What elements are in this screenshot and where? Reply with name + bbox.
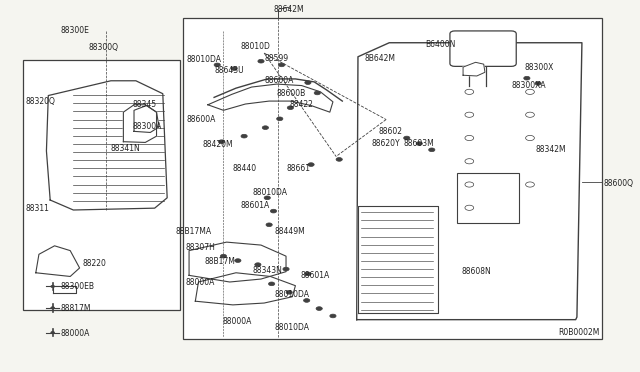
Bar [457, 173, 520, 223]
Circle shape [308, 163, 314, 166]
FancyBboxPatch shape [450, 31, 516, 66]
Circle shape [535, 81, 541, 85]
Circle shape [264, 196, 270, 200]
Circle shape [258, 60, 264, 63]
Circle shape [336, 158, 342, 161]
Text: 88345: 88345 [132, 100, 157, 109]
Circle shape [231, 67, 237, 70]
Text: 88300A: 88300A [132, 122, 162, 131]
Circle shape [316, 307, 323, 310]
Text: 88000A: 88000A [186, 278, 215, 287]
Circle shape [278, 63, 285, 67]
Circle shape [51, 285, 54, 288]
Circle shape [269, 282, 275, 286]
Circle shape [266, 223, 272, 227]
Text: 88620Y: 88620Y [372, 139, 401, 148]
Text: 88342M: 88342M [535, 145, 566, 154]
Circle shape [235, 259, 241, 262]
Circle shape [51, 307, 54, 309]
Text: 88300E: 88300E [61, 26, 90, 35]
Text: 88000A: 88000A [222, 317, 252, 326]
Text: 88601A: 88601A [300, 271, 330, 280]
Circle shape [314, 91, 321, 95]
Circle shape [276, 117, 283, 121]
Text: 88600A: 88600A [264, 76, 294, 84]
Text: 8B642M: 8B642M [364, 54, 396, 63]
Polygon shape [124, 105, 157, 142]
Bar [183, 18, 602, 339]
Text: 88341N: 88341N [111, 144, 141, 153]
Polygon shape [358, 206, 438, 313]
Text: 88B17MA: 88B17MA [175, 227, 211, 235]
Bar [23, 61, 180, 310]
Polygon shape [195, 273, 296, 305]
Polygon shape [36, 246, 79, 276]
Circle shape [305, 272, 311, 276]
Circle shape [262, 126, 269, 129]
Text: 88449M: 88449M [275, 227, 305, 235]
Text: 88817M: 88817M [61, 304, 92, 313]
Circle shape [218, 140, 225, 144]
Text: 88300XA: 88300XA [512, 81, 547, 90]
Text: 88010DA: 88010DA [275, 291, 310, 299]
Text: 88643U: 88643U [214, 66, 244, 75]
Text: 88010DA: 88010DA [186, 55, 221, 64]
Text: 88010DA: 88010DA [275, 323, 310, 331]
Text: 88420M: 88420M [203, 140, 234, 149]
Text: 88440: 88440 [233, 164, 257, 173]
Polygon shape [52, 286, 76, 293]
Text: 88343N: 88343N [253, 266, 283, 275]
Polygon shape [134, 106, 159, 132]
Circle shape [283, 267, 289, 271]
Circle shape [214, 63, 220, 67]
Text: 88010DA: 88010DA [253, 188, 288, 197]
Circle shape [241, 134, 247, 138]
Text: 88300EB: 88300EB [61, 282, 95, 291]
Text: 88599: 88599 [264, 54, 288, 63]
Text: 88608N: 88608N [461, 267, 491, 276]
Text: 88642M: 88642M [273, 5, 304, 15]
Circle shape [416, 142, 422, 145]
Text: 88600Q: 88600Q [604, 179, 634, 187]
Polygon shape [47, 81, 167, 210]
Text: 88600A: 88600A [186, 115, 216, 124]
Circle shape [524, 76, 530, 80]
Text: 88010D: 88010D [241, 42, 271, 51]
Text: B6400N: B6400N [426, 41, 456, 49]
Text: 88300Q: 88300Q [89, 43, 119, 52]
Circle shape [287, 106, 294, 110]
Circle shape [220, 254, 227, 258]
Text: 88600B: 88600B [276, 89, 306, 98]
Text: R0B0002M: R0B0002M [559, 328, 600, 337]
Text: 88B17M: 88B17M [205, 257, 236, 266]
Text: 88220: 88220 [83, 259, 107, 268]
Polygon shape [356, 43, 582, 320]
Text: 88603M: 88603M [403, 139, 434, 148]
Circle shape [286, 291, 292, 294]
Text: 88320Q: 88320Q [25, 97, 55, 106]
Circle shape [330, 314, 336, 318]
Circle shape [305, 81, 311, 84]
Text: 88422: 88422 [289, 100, 313, 109]
Polygon shape [463, 62, 485, 76]
Text: 88602: 88602 [379, 127, 403, 136]
Polygon shape [208, 84, 333, 112]
Text: 88601A: 88601A [241, 201, 270, 210]
Text: 88661: 88661 [286, 164, 310, 173]
Circle shape [303, 299, 310, 302]
Circle shape [51, 331, 54, 334]
Circle shape [429, 148, 435, 152]
Circle shape [404, 136, 410, 140]
Circle shape [255, 263, 261, 266]
Text: 88000A: 88000A [61, 329, 90, 338]
Text: 88307H: 88307H [186, 243, 216, 252]
Text: 88311: 88311 [25, 203, 49, 213]
Polygon shape [189, 242, 286, 282]
Circle shape [270, 209, 276, 213]
Text: 88300X: 88300X [524, 63, 554, 72]
